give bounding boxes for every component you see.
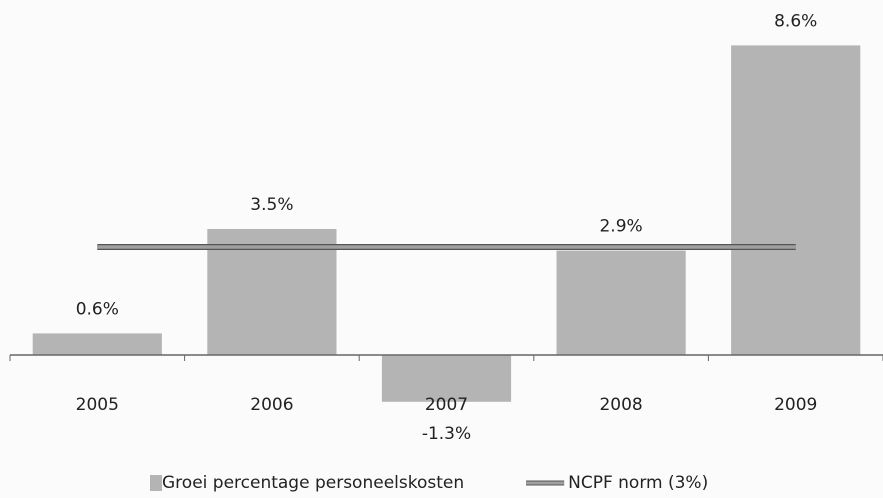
x-tick-label: 2006 bbox=[250, 395, 293, 415]
x-tick-label: 2005 bbox=[76, 395, 119, 415]
bar bbox=[556, 250, 686, 355]
value-label: 0.6% bbox=[76, 299, 119, 319]
legend-label: NCPF norm (3%) bbox=[568, 473, 708, 493]
value-label: 2.9% bbox=[599, 217, 642, 237]
legend-label: Groei percentage personeelskosten bbox=[162, 473, 464, 493]
x-tick-label: 2008 bbox=[599, 395, 642, 415]
legend-swatch bbox=[150, 475, 162, 491]
bar bbox=[32, 333, 162, 355]
value-label: 3.5% bbox=[250, 195, 293, 215]
bar bbox=[381, 355, 512, 402]
value-label: 8.6% bbox=[774, 11, 817, 31]
x-tick-label: 2007 bbox=[425, 395, 468, 415]
value-label: -1.3% bbox=[422, 424, 471, 444]
bar bbox=[731, 45, 861, 356]
x-tick-label: 2009 bbox=[774, 395, 817, 415]
